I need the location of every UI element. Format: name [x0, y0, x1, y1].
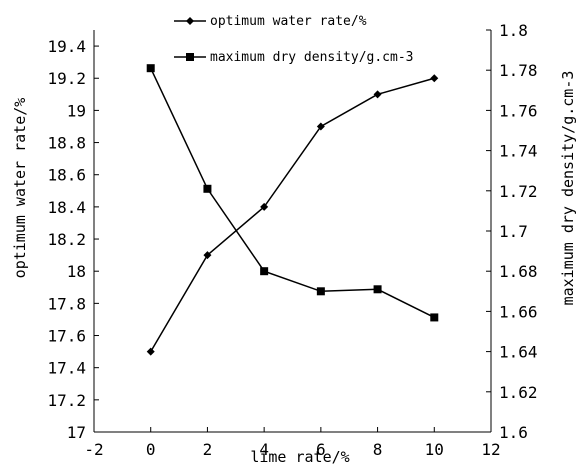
- water-rate-point: [146, 347, 155, 356]
- legend-entry-water-rate: optimum water rate/%: [174, 14, 367, 29]
- right-y-tick-label: 1.8: [499, 21, 528, 40]
- left-y-tick-label: 17: [67, 423, 86, 442]
- left-y-tick-label: 17.8: [47, 294, 86, 313]
- dry-density-point: [316, 287, 325, 296]
- water-rate-point: [260, 202, 269, 211]
- right-y-tick-label: 1.74: [499, 142, 538, 161]
- right-y-tick-label: 1.6: [499, 423, 528, 442]
- dry-density-point: [430, 313, 439, 322]
- x-axis-title: lime rate/%: [250, 448, 349, 466]
- water-rate-line: [150, 77, 435, 352]
- water-rate-point: [373, 90, 382, 99]
- dry-density-point: [146, 64, 155, 73]
- right-y-tick-label: 1.76: [499, 101, 538, 120]
- water-rate-point: [430, 74, 439, 83]
- x-tick-label: 10: [425, 440, 444, 459]
- water-rate-point: [203, 251, 212, 260]
- left-y-tick-label: 17.2: [47, 391, 86, 410]
- series-dry-density: [146, 64, 439, 322]
- series-water-rate: [146, 74, 439, 356]
- left-y-tick-label: 19: [67, 101, 86, 120]
- legend-diamond-marker: [186, 17, 194, 25]
- x-axis-ticks: -2 0 2 4 6 8 10 12: [84, 427, 501, 459]
- left-y-tick-label: 18.6: [47, 166, 86, 185]
- right-y-axis-ticks: 1.6 1.62 1.64 1.66 1.68 1.7 1.72 1.74 1.76 1.78 1.…: [486, 21, 538, 442]
- legend: optimum water rate/% maximum dry density…: [174, 14, 414, 65]
- x-tick-label: 0: [146, 440, 156, 459]
- left-y-tick-label: 19.2: [47, 69, 86, 88]
- right-y-tick-label: 1.68: [499, 262, 538, 281]
- x-tick-label: 2: [203, 440, 213, 459]
- legend-label-dry-density: maximum dry density/g.cm-3: [210, 50, 414, 65]
- left-y-tick-label: 18.8: [47, 134, 86, 153]
- left-y-tick-label: 19.4: [47, 37, 86, 56]
- x-tick-label: -2: [84, 440, 103, 459]
- series-layer: [146, 64, 439, 356]
- right-y-tick-label: 1.62: [499, 383, 538, 402]
- x-tick-label: 4: [259, 440, 269, 459]
- left-y-tick-label: 18.2: [47, 230, 86, 249]
- left-y-tick-label: 17.6: [47, 327, 86, 346]
- dry-density-point: [373, 285, 382, 294]
- water-rate-point: [316, 122, 325, 131]
- legend-entry-dry-density: maximum dry density/g.cm-3: [174, 50, 414, 65]
- left-y-axis-ticks: 17 17.2 17.4 17.6 17.8 18 18.2 18.4 18.6 18.8 19 19…: [47, 37, 99, 442]
- left-y-axis-title: optimum water rate/%: [11, 98, 29, 279]
- legend-square-marker: [186, 53, 194, 61]
- x-tick-label: 6: [316, 440, 326, 459]
- dry-density-point: [203, 184, 212, 193]
- right-y-tick-label: 1.72: [499, 182, 538, 201]
- x-tick-label: 8: [373, 440, 383, 459]
- right-y-axis-title: maximum dry density/g.cm-3: [559, 71, 577, 306]
- dry-density-point: [260, 267, 269, 276]
- right-y-tick-label: 1.78: [499, 61, 538, 80]
- right-y-tick-label: 1.64: [499, 343, 538, 362]
- dry-density-line: [150, 67, 435, 319]
- legend-label-water-rate: optimum water rate/%: [210, 14, 367, 29]
- x-tick-label: 12: [481, 440, 500, 459]
- right-y-tick-label: 1.66: [499, 302, 538, 321]
- right-y-tick-label: 1.7: [499, 222, 528, 241]
- left-y-tick-label: 18.4: [47, 198, 86, 217]
- plot-frame: [93, 30, 492, 433]
- left-y-tick-label: 18: [67, 262, 86, 281]
- left-y-tick-label: 17.4: [47, 359, 86, 378]
